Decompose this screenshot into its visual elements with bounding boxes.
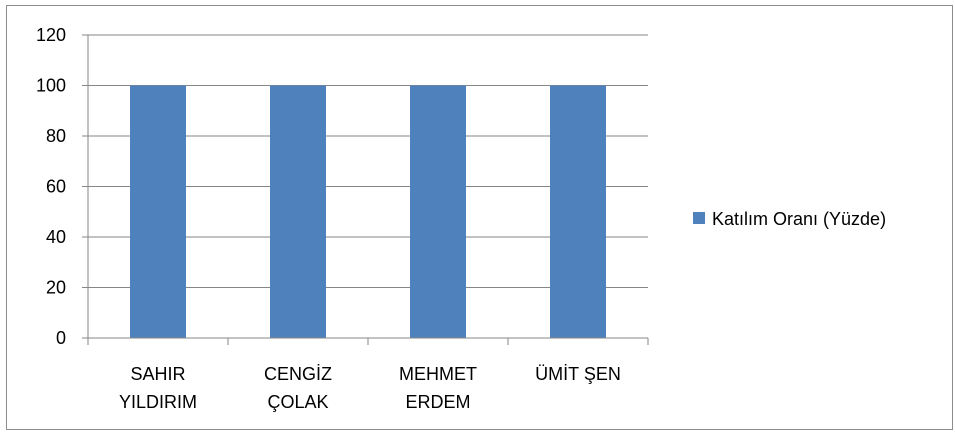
x-category-label: CENGİZ ÇOLAK bbox=[264, 364, 332, 412]
x-category-label: MEHMET ERDEM bbox=[399, 364, 477, 412]
bar bbox=[410, 85, 466, 338]
bars bbox=[130, 85, 606, 338]
bar bbox=[130, 85, 186, 338]
y-tick-label: 0 bbox=[56, 328, 66, 348]
y-tick-label: 80 bbox=[46, 126, 66, 146]
x-category-label: SAHIR YILDIRIM bbox=[119, 364, 197, 412]
y-tick-label: 40 bbox=[46, 227, 66, 247]
y-tick-label: 100 bbox=[36, 76, 66, 96]
y-tick-label: 20 bbox=[46, 278, 66, 298]
y-axis-tick-labels: 0 20 40 60 80 100 120 bbox=[36, 25, 66, 348]
legend-swatch bbox=[693, 212, 705, 224]
bar bbox=[270, 85, 326, 338]
legend: Katılım Oranı (Yüzde) bbox=[693, 209, 886, 229]
legend-label: Katılım Oranı (Yüzde) bbox=[712, 209, 886, 229]
x-axis-category-labels: SAHIR YILDIRIM CENGİZ ÇOLAK MEHMET ERDEM ÜMİT … bbox=[119, 364, 621, 412]
axes bbox=[82, 34, 649, 345]
x-category-label: ÜMİT ŞEN bbox=[535, 364, 621, 384]
y-tick-label: 120 bbox=[36, 25, 66, 45]
bar bbox=[550, 85, 606, 338]
y-tick-label: 60 bbox=[46, 177, 66, 197]
